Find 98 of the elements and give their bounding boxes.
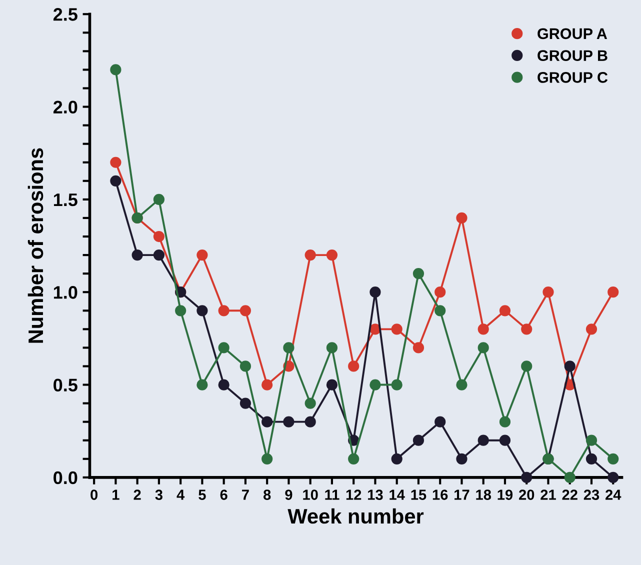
point bbox=[304, 249, 316, 261]
y-tick-label: 2.0 bbox=[53, 100, 78, 114]
point bbox=[175, 305, 186, 316]
y-tick-label: 2.5 bbox=[53, 8, 78, 21]
point bbox=[608, 472, 619, 483]
x-tick-label: 3 bbox=[155, 490, 162, 500]
x-tick-label: 23 bbox=[584, 490, 600, 500]
point bbox=[608, 453, 619, 464]
point bbox=[153, 230, 165, 242]
point bbox=[262, 379, 273, 390]
x-tick-label: 10 bbox=[303, 490, 318, 500]
x-tick-label: 2 bbox=[134, 490, 141, 500]
point bbox=[521, 472, 532, 483]
point bbox=[434, 286, 446, 298]
point bbox=[391, 324, 402, 335]
point bbox=[132, 249, 143, 261]
point bbox=[478, 434, 489, 446]
x-tick-label: 15 bbox=[411, 490, 426, 500]
point bbox=[412, 342, 424, 354]
point bbox=[499, 416, 511, 428]
point bbox=[412, 434, 424, 446]
x-tick-label: 24 bbox=[606, 490, 622, 500]
point bbox=[521, 360, 532, 372]
point bbox=[456, 453, 468, 464]
x-tick-label: 16 bbox=[432, 490, 448, 500]
y-tick-label: 0.0 bbox=[54, 471, 78, 484]
point bbox=[586, 324, 598, 335]
point bbox=[304, 416, 316, 428]
point bbox=[478, 324, 489, 335]
point bbox=[608, 286, 619, 298]
x-tick-label: 22 bbox=[562, 490, 578, 500]
point bbox=[326, 249, 338, 261]
point bbox=[456, 212, 468, 224]
point bbox=[218, 342, 230, 354]
point bbox=[304, 398, 316, 409]
point bbox=[326, 379, 338, 390]
point bbox=[370, 379, 381, 390]
point bbox=[586, 434, 598, 446]
point bbox=[391, 379, 402, 390]
point bbox=[240, 305, 252, 316]
point bbox=[499, 305, 511, 316]
point bbox=[153, 249, 165, 261]
point bbox=[218, 379, 230, 390]
point bbox=[240, 360, 252, 372]
point bbox=[110, 156, 122, 168]
point bbox=[196, 249, 208, 261]
y-tick-label: 0.5 bbox=[54, 378, 78, 392]
y-tick-label: 1.5 bbox=[54, 194, 78, 206]
x-tick-label: 20 bbox=[519, 490, 534, 500]
point bbox=[262, 453, 273, 464]
x-tick-label: 9 bbox=[285, 490, 292, 500]
x-tick-label: 0 bbox=[90, 490, 98, 500]
point bbox=[521, 324, 532, 335]
legend-label: GROUP B bbox=[538, 50, 608, 61]
x-tick-label: 19 bbox=[498, 490, 513, 500]
point bbox=[153, 194, 165, 205]
x-tick-label: 6 bbox=[220, 490, 228, 500]
x-tick-label: 18 bbox=[476, 490, 492, 500]
y-tick-label: 1.0 bbox=[54, 286, 78, 299]
y-axis-title: Number of erosions bbox=[28, 148, 44, 343]
x-tick-label: 1 bbox=[112, 490, 120, 500]
x-tick-label: 14 bbox=[390, 490, 405, 500]
x-axis-title: Week number bbox=[288, 508, 424, 524]
point bbox=[478, 342, 489, 354]
point bbox=[370, 286, 381, 298]
point bbox=[218, 305, 230, 316]
point bbox=[456, 379, 468, 390]
x-tick-label: 7 bbox=[242, 490, 249, 500]
x-tick-label: 12 bbox=[346, 490, 362, 500]
point bbox=[326, 342, 338, 354]
legend-label: GROUP A bbox=[538, 28, 608, 40]
point bbox=[348, 453, 360, 464]
x-tick-label: 5 bbox=[198, 490, 206, 500]
x-tick-label: 8 bbox=[263, 490, 271, 500]
point bbox=[586, 453, 598, 464]
point bbox=[434, 416, 446, 428]
point bbox=[262, 416, 273, 428]
point bbox=[240, 398, 252, 409]
point bbox=[391, 453, 402, 464]
point bbox=[283, 342, 294, 354]
point bbox=[499, 434, 511, 446]
point bbox=[348, 360, 360, 372]
x-tick-label: 17 bbox=[454, 490, 470, 500]
point bbox=[196, 305, 208, 316]
x-tick-label: 21 bbox=[540, 490, 556, 500]
point bbox=[110, 175, 122, 186]
x-tick-label: 11 bbox=[325, 490, 340, 500]
point bbox=[434, 305, 446, 316]
point bbox=[196, 379, 208, 390]
legend-label: GROUP C bbox=[538, 72, 608, 83]
point bbox=[564, 472, 576, 483]
point bbox=[412, 268, 424, 280]
x-tick-label: 4 bbox=[176, 490, 185, 500]
point bbox=[542, 286, 554, 298]
point bbox=[110, 64, 122, 76]
point bbox=[283, 416, 294, 428]
x-tick-label: 13 bbox=[368, 490, 383, 500]
point bbox=[564, 360, 576, 372]
